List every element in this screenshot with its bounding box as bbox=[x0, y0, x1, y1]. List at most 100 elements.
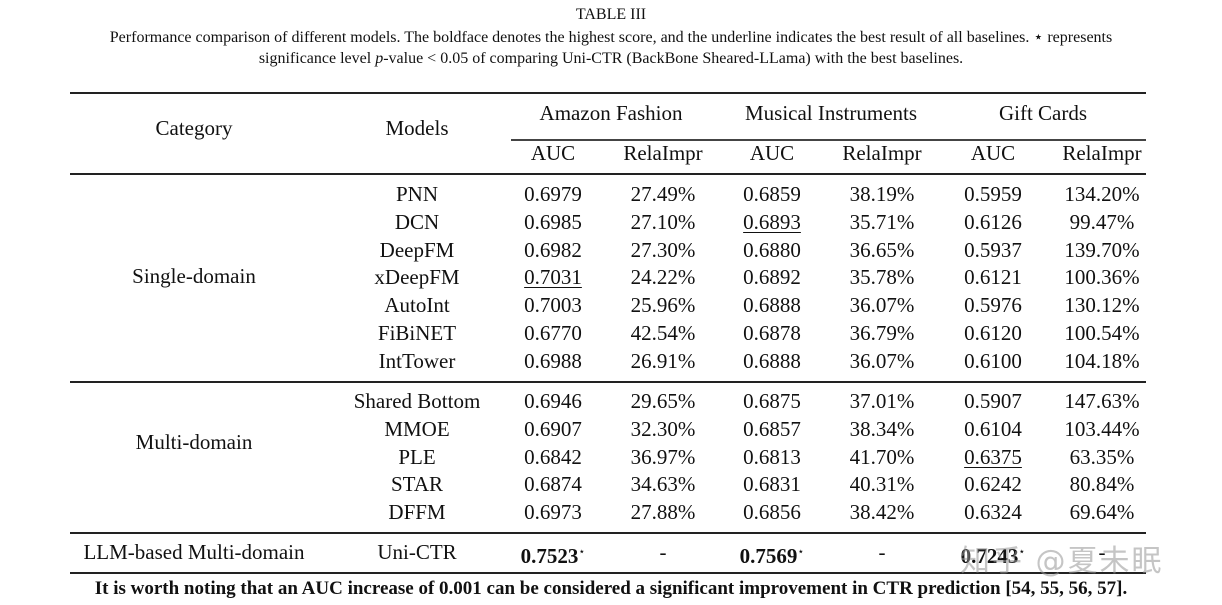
table-cell: 0.6375 bbox=[964, 443, 1022, 471]
header-dataset-gift-cards: Gift Cards bbox=[998, 101, 1088, 125]
header-rule bbox=[70, 173, 1146, 175]
dataset-underline bbox=[511, 139, 1146, 141]
group-rule-1 bbox=[70, 381, 1146, 383]
table-cell: 0.5937 bbox=[964, 236, 1022, 264]
caption-italic-p: p bbox=[375, 50, 384, 67]
table-cell: 0.6907 bbox=[524, 415, 582, 443]
header-dataset-musical-instruments: Musical Instruments bbox=[744, 101, 918, 125]
cell-value: 0.6988 bbox=[524, 348, 582, 373]
table-cell: 0.6104 bbox=[964, 415, 1022, 443]
table-cell: - bbox=[1099, 538, 1106, 566]
caption-line-1: Performance comparison of different mode… bbox=[109, 29, 1113, 46]
table-cell: 0.5907 bbox=[964, 387, 1022, 415]
cell-value: 41.70% bbox=[849, 444, 915, 469]
table-cell: 139.70% bbox=[1064, 236, 1139, 264]
header-metric-relaimpr: RelaImpr bbox=[842, 141, 922, 165]
table-cell: 100.36% bbox=[1064, 263, 1139, 291]
model-name: STAR bbox=[391, 472, 443, 497]
table-cell: 0.7523⋆ bbox=[521, 538, 586, 570]
cell-value: 0.6770 bbox=[524, 321, 582, 345]
table-cell: 99.47% bbox=[1070, 208, 1135, 236]
model-name: DFFM bbox=[388, 500, 446, 525]
table-cell: 0.6878 bbox=[743, 319, 801, 347]
table-cell: 27.10% bbox=[631, 208, 696, 236]
model-name: DeepFM bbox=[379, 237, 455, 262]
significance-star-icon: ⋆ bbox=[1018, 546, 1026, 558]
table-cell: - bbox=[879, 538, 886, 566]
table-cell: 24.22% bbox=[631, 263, 696, 291]
table-cell: 0.5976 bbox=[964, 291, 1022, 319]
cell-value: 25.96% bbox=[630, 293, 696, 318]
table-cell: 0.6857 bbox=[743, 415, 801, 443]
table-cell: 0.6813 bbox=[743, 443, 801, 471]
table-cell: 130.12% bbox=[1064, 291, 1139, 319]
model-name: Shared Bottom bbox=[353, 389, 481, 413]
cell-value: 0.6100 bbox=[964, 348, 1022, 373]
header-dataset-amazon-fashion: Amazon Fashion bbox=[539, 101, 683, 125]
cell-value: 0.6880 bbox=[743, 237, 801, 262]
cell-value: 37.01% bbox=[849, 389, 915, 413]
cell-value: 40.31% bbox=[849, 472, 915, 497]
cell-value: - bbox=[659, 540, 667, 564]
cell-value: 80.84% bbox=[1069, 472, 1135, 497]
table-cell: 0.6888 bbox=[743, 347, 801, 375]
cell-value: 0.6874 bbox=[524, 472, 582, 497]
table-cell: 0.6892 bbox=[743, 263, 801, 291]
cell-value: 38.42% bbox=[849, 500, 915, 525]
table-cell: 103.44% bbox=[1064, 415, 1139, 443]
cell-value: 0.6242 bbox=[964, 472, 1022, 497]
cell-value: 0.6375 bbox=[964, 444, 1022, 469]
cell-value: 36.07% bbox=[849, 348, 915, 373]
table-cell: 0.7243⋆ bbox=[961, 538, 1026, 570]
table-cell: 36.97% bbox=[631, 443, 696, 471]
table-title: TABLE III bbox=[575, 6, 647, 23]
table-cell: 0.6120 bbox=[964, 319, 1022, 347]
table-cell: - bbox=[660, 538, 667, 566]
header-metric-relaimpr: RelaImpr bbox=[1062, 141, 1142, 165]
model-name: AutoInt bbox=[384, 293, 450, 318]
table-cell: 36.07% bbox=[850, 347, 915, 375]
cell-value: 63.35% bbox=[1069, 444, 1135, 469]
cell-value: 38.19% bbox=[849, 182, 915, 206]
model-name: Uni-CTR bbox=[377, 540, 457, 564]
table-cell: 0.6893 bbox=[743, 208, 801, 236]
caption-line-2-post: -value < 0.05 of comparing Uni-CTR (Back… bbox=[383, 50, 964, 67]
table-cell: 29.65% bbox=[631, 387, 696, 415]
cell-value: 27.49% bbox=[630, 182, 696, 206]
cell-value: 0.6121 bbox=[964, 265, 1022, 290]
bottom-rule bbox=[70, 572, 1146, 574]
cell-value: 99.47% bbox=[1069, 209, 1135, 234]
table-cell: 41.70% bbox=[850, 443, 915, 471]
cell-value: - bbox=[878, 540, 886, 564]
header-metric-auc: AUC bbox=[530, 141, 576, 165]
cell-value: 0.6973 bbox=[524, 500, 582, 525]
table-cell: 0.5959 bbox=[964, 180, 1022, 208]
table-cell: 36.65% bbox=[850, 236, 915, 264]
header-metric-relaimpr: RelaImpr bbox=[623, 141, 703, 165]
header-metric-auc: AUC bbox=[749, 141, 795, 165]
table-cell: 0.6982 bbox=[524, 236, 582, 264]
cell-value: 0.6888 bbox=[743, 348, 801, 373]
cell-value: 0.6875 bbox=[743, 389, 801, 413]
table-cell: 0.6875 bbox=[743, 387, 801, 415]
table-cell: 0.6988 bbox=[524, 347, 582, 375]
cell-value: 0.6842 bbox=[524, 444, 582, 469]
cell-value: 0.6831 bbox=[743, 472, 801, 497]
cell-value: 34.63% bbox=[630, 472, 696, 497]
cell-value: 27.88% bbox=[630, 500, 696, 525]
cell-value: 0.6907 bbox=[524, 416, 582, 441]
cell-value: 0.6120 bbox=[964, 321, 1022, 345]
table-cell: 0.6888 bbox=[743, 291, 801, 319]
cell-value: 0.6892 bbox=[743, 265, 801, 290]
caption-text: Performance comparison of different mode… bbox=[0, 27, 1222, 69]
group-rule-2 bbox=[70, 532, 1146, 534]
cell-value: 36.65% bbox=[849, 237, 915, 262]
cell-value: 0.6813 bbox=[743, 444, 801, 469]
table-cell: 0.6842 bbox=[524, 443, 582, 471]
table-cell: 0.6100 bbox=[964, 347, 1022, 375]
table-cell: 134.20% bbox=[1064, 180, 1139, 208]
table-cell: 27.49% bbox=[631, 180, 696, 208]
table-cell: 0.6324 bbox=[964, 498, 1022, 526]
category-label: LLM-based Multi-domain bbox=[83, 540, 305, 564]
cell-value: 35.71% bbox=[849, 209, 915, 234]
